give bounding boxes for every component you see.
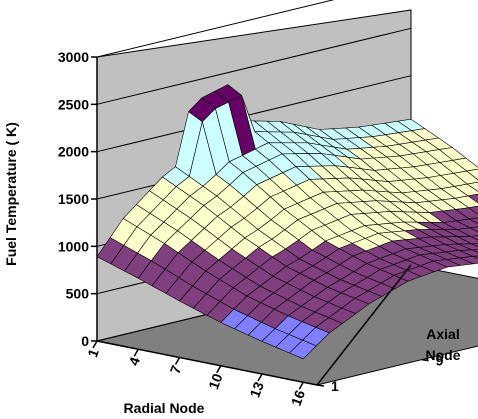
radial-axis-line xyxy=(96,340,318,386)
y-axis-title-line2: Node xyxy=(426,347,461,363)
z-tick-label: 2500 xyxy=(58,96,89,112)
z-gridline-2500 xyxy=(96,27,412,105)
axial-tick-label: 9 xyxy=(436,353,444,369)
z-axis-title: Fuel Temperature ( K) xyxy=(3,122,19,266)
radial-tick-labels: 1 4 7 10 13 16 xyxy=(84,346,308,408)
x-axis-title: Radial Node xyxy=(124,400,205,416)
z-tick-label: 1500 xyxy=(58,191,89,207)
radial-tick-label: 7 xyxy=(167,363,185,376)
y-axis-title-line1: Axial xyxy=(426,326,459,342)
radial-tick-mark xyxy=(92,340,98,349)
radial-tick-mark xyxy=(216,365,222,374)
z-gridline-3000 xyxy=(96,0,335,58)
radial-tick-label: 10 xyxy=(205,371,225,391)
temperature-surface xyxy=(96,84,478,360)
axial-axis-line xyxy=(316,264,412,386)
z-tick-label: 2000 xyxy=(58,144,89,160)
axial-tick-label: 1 xyxy=(331,378,339,394)
z-tick-label: 1000 xyxy=(58,238,89,254)
radial-tick-label: 16 xyxy=(288,388,308,408)
z-gridline-2000 xyxy=(96,75,412,153)
axial-tick-mark xyxy=(316,384,325,387)
radial-tick-label: 1 xyxy=(84,346,102,359)
z-tick-label: 3000 xyxy=(58,49,89,65)
z-tick-labels: 0 500 1000 1500 2000 2500 3000 xyxy=(58,49,89,349)
radial-tick-label: 13 xyxy=(246,379,266,399)
z-tick-label: 0 xyxy=(81,333,89,349)
axial-tick-mark xyxy=(421,358,429,362)
z-tick-label: 500 xyxy=(66,286,90,302)
axial-tick-labels: 191725 xyxy=(331,353,444,394)
radial-tick-mark xyxy=(257,373,263,382)
chart-axes xyxy=(91,56,429,390)
radial-tick-mark xyxy=(298,381,304,390)
radial-tick-label: 4 xyxy=(125,355,143,368)
radial-tick-mark xyxy=(174,357,181,365)
surface-cell xyxy=(289,339,317,360)
radial-tick-mark xyxy=(133,348,139,357)
